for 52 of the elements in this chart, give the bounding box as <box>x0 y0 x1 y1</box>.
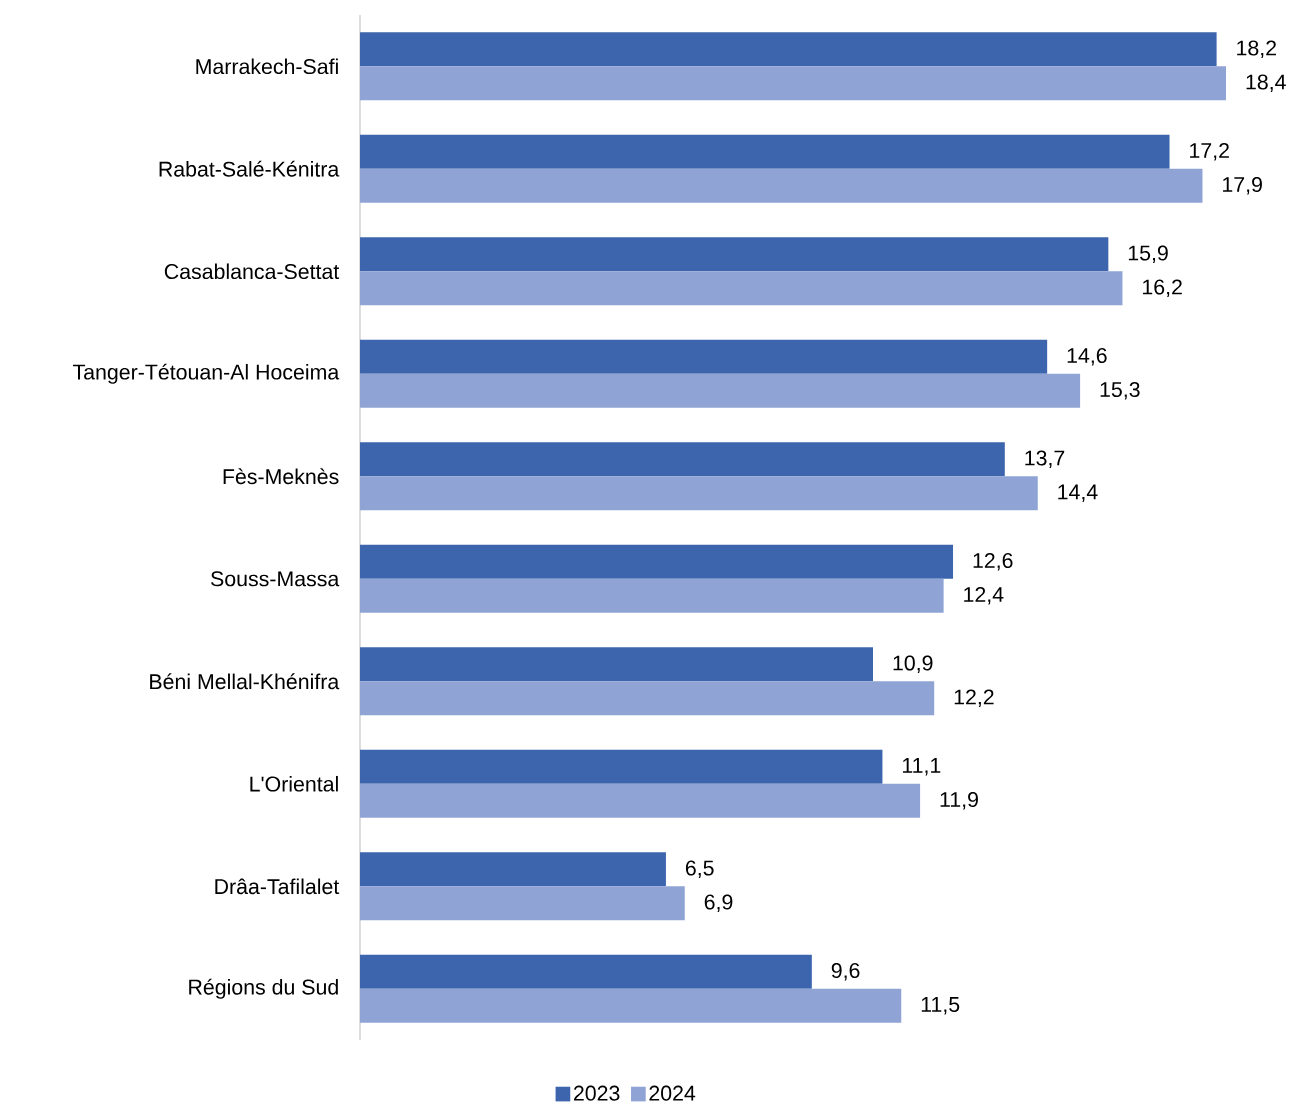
data-label: 10,9 <box>893 655 933 674</box>
y-tick-label: Souss-Massa <box>211 571 340 587</box>
bar <box>360 544 954 579</box>
legend-label: 2023 <box>573 1085 620 1101</box>
bar <box>360 237 1109 272</box>
y-tick-label: Béni Mellal-Khénifra <box>150 673 340 690</box>
y-tick-label: Régions du Sud <box>189 978 338 999</box>
data-label: 11,9 <box>940 791 978 810</box>
bar <box>360 783 921 818</box>
bar <box>360 168 1203 203</box>
y-tick-label: Drâa-Tafilalet <box>215 878 340 895</box>
bar <box>360 339 1048 374</box>
bar <box>360 66 1227 101</box>
data-label: 9,6 <box>831 962 860 981</box>
legend-label: 2024 <box>649 1085 696 1101</box>
y-tick-label: Casablanca-Settat <box>164 263 340 280</box>
data-label: 13,7 <box>1025 450 1065 469</box>
y-tick-label: Fès-Meknès <box>223 468 339 485</box>
bar <box>360 134 1170 169</box>
data-label: 18,4 <box>1246 74 1286 93</box>
bar <box>360 442 1005 477</box>
y-tick-label: Marrakech-Safi <box>196 58 338 75</box>
data-label: 12,2 <box>954 689 994 708</box>
data-label: 12,4 <box>964 586 1004 605</box>
data-label: 15,9 <box>1128 245 1168 264</box>
bar <box>360 271 1123 306</box>
bar <box>360 886 685 921</box>
data-label: 16,2 <box>1143 279 1182 298</box>
y-tick-label: Tanger-Tétouan-Al Hoceima <box>72 363 340 384</box>
data-label: 6,5 <box>685 860 714 879</box>
data-label: 17,2 <box>1190 142 1229 161</box>
bar <box>360 988 902 1023</box>
bar <box>360 647 874 682</box>
bar <box>360 749 883 784</box>
data-label: 11,1 <box>903 758 941 776</box>
bar <box>360 954 812 989</box>
bar <box>360 578 944 613</box>
data-label: 11,5 <box>921 997 960 1015</box>
data-label: 14,6 <box>1067 347 1107 366</box>
bar <box>360 681 935 716</box>
bar <box>360 32 1217 67</box>
data-label: 18,2 <box>1237 40 1276 59</box>
y-tick-label: L'Oriental <box>250 775 338 792</box>
data-label: 17,9 <box>1223 176 1262 195</box>
bar <box>360 852 666 887</box>
data-label: 14,4 <box>1058 484 1098 502</box>
y-tick-label: Rabat-Salé-Kénitra <box>159 160 340 177</box>
data-label: 6,9 <box>704 894 733 913</box>
data-label: 15,3 <box>1100 381 1140 400</box>
bar <box>360 476 1038 511</box>
bar <box>360 373 1081 408</box>
data-label: 12,6 <box>973 552 1013 571</box>
